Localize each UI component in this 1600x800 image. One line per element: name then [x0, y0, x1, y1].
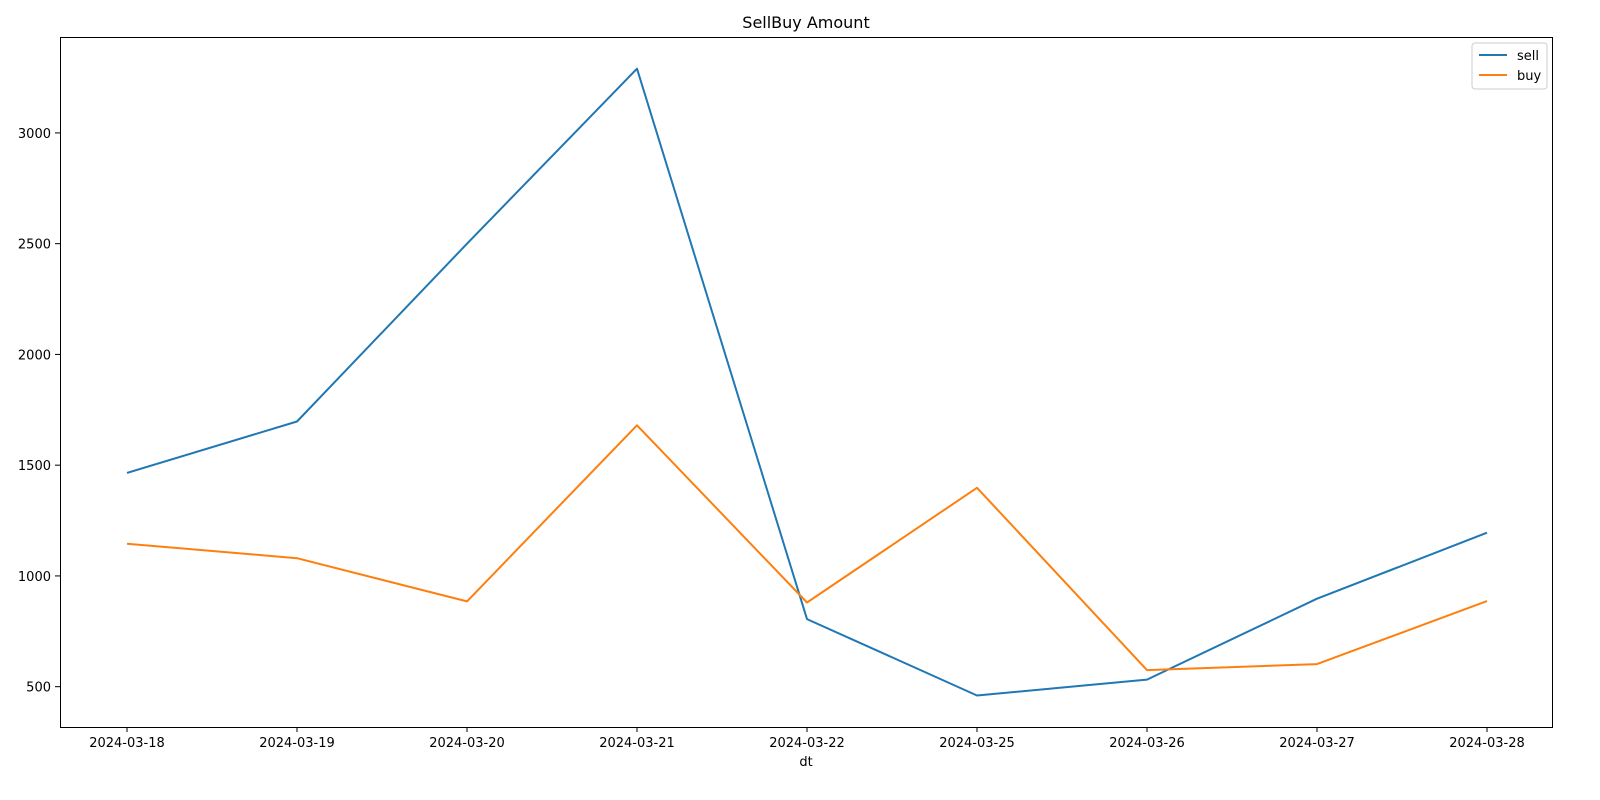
y-tick-label: 2500	[18, 238, 51, 253]
y-tick-label: 1000	[18, 570, 51, 585]
x-tick-label: 2024-03-28	[1449, 736, 1525, 751]
x-tick-label: 2024-03-21	[599, 736, 675, 751]
legend-label-sell: sell	[1517, 49, 1539, 64]
legend-label-buy: buy	[1517, 69, 1541, 84]
legend: sell buy	[1471, 42, 1548, 90]
y-tick-label: 3000	[18, 127, 51, 142]
y-axis: 500 1000 1500 2000 2500 3000	[18, 127, 60, 696]
x-tick-label: 2024-03-20	[429, 736, 505, 751]
x-tick-label: 2024-03-22	[769, 736, 845, 751]
x-tick-label: 2024-03-27	[1279, 736, 1355, 751]
x-tick-label: 2024-03-26	[1109, 736, 1185, 751]
series-line-buy	[126, 424, 1488, 672]
x-axis-title: dt	[799, 755, 812, 770]
x-axis: 2024-03-18 2024-03-19 2024-03-20 2024-03-21…	[89, 727, 1525, 751]
plot-area	[60, 37, 1553, 728]
x-tick-label: 2024-03-25	[939, 736, 1015, 751]
y-tick-label: 500	[26, 681, 51, 696]
y-tick-label: 1500	[18, 459, 51, 474]
y-tick-label: 2000	[18, 348, 51, 363]
chart-title: SellBuy Amount	[742, 13, 869, 32]
series-lines	[126, 67, 1488, 697]
x-tick-label: 2024-03-19	[259, 736, 335, 751]
x-tick-label: 2024-03-18	[89, 736, 165, 751]
